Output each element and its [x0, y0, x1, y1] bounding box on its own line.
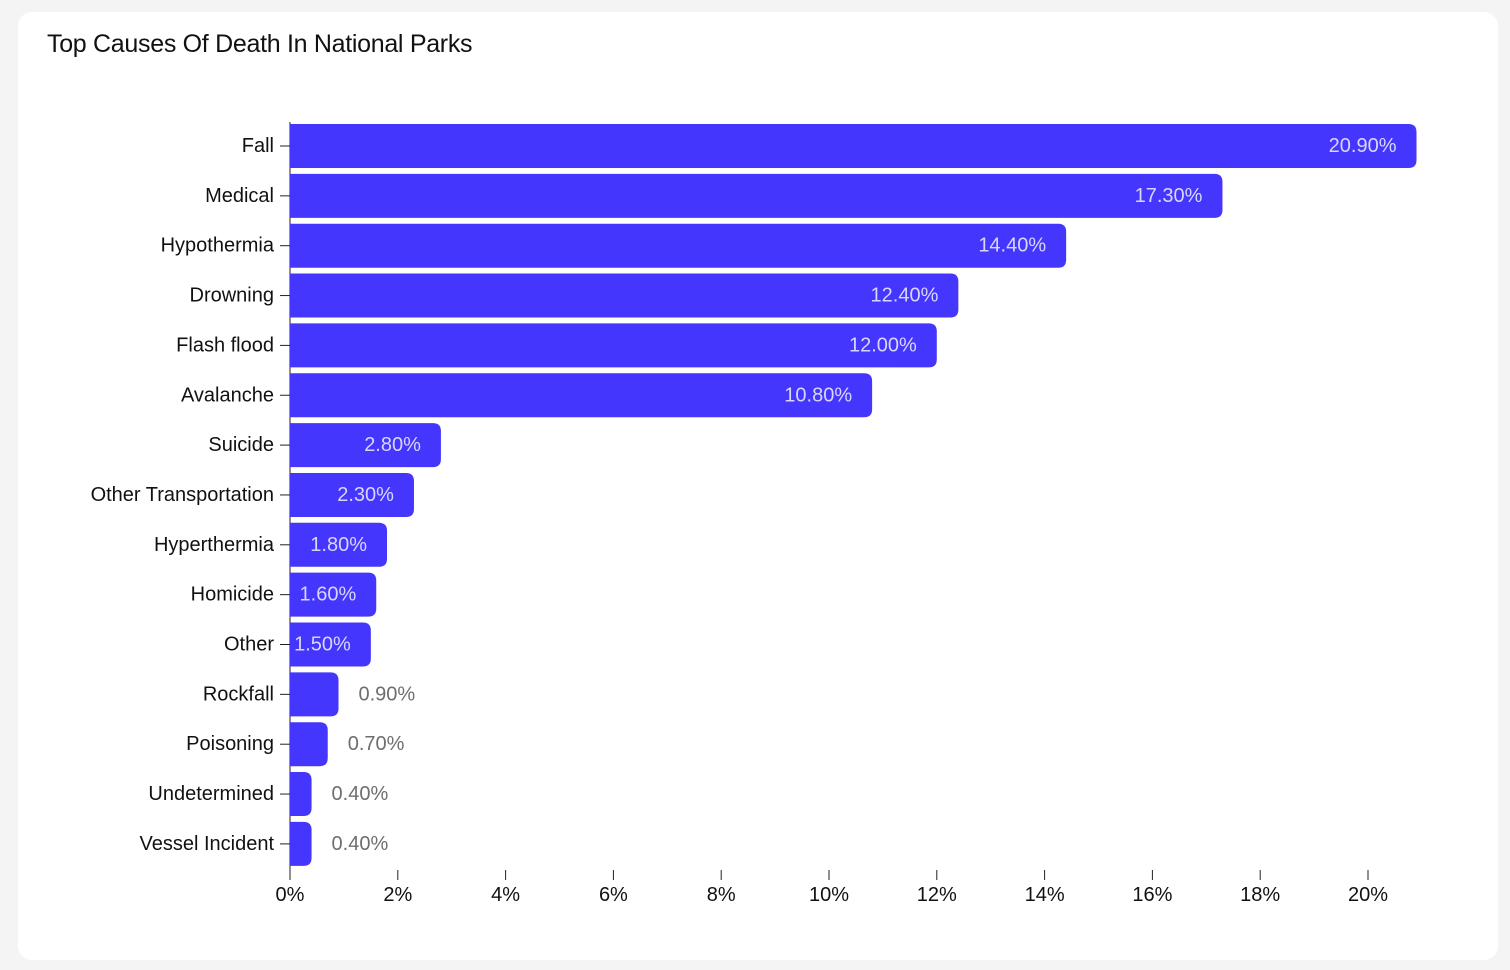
x-tick-label: 18%: [1240, 884, 1280, 906]
y-tick-label: Rockfall: [203, 683, 274, 705]
y-tick-label: Vessel Incident: [139, 833, 274, 855]
bar: [290, 124, 1417, 168]
data-label: 1.50%: [294, 634, 351, 656]
chart-title: Top Causes Of Death In National Parks: [47, 30, 473, 58]
x-tick-label: 4%: [491, 884, 520, 906]
bar: [290, 373, 873, 418]
y-tick-label: Hyperthermia: [154, 534, 275, 556]
x-tick-label: 16%: [1132, 884, 1172, 906]
data-label: 12.00%: [849, 334, 917, 356]
data-label: 2.80%: [364, 434, 421, 456]
bar: [290, 722, 328, 767]
x-tick-label: 0%: [276, 884, 305, 906]
bar-chart: Fall 20.90% Medical 17.30% Hypothermia 14.40%…: [91, 122, 1417, 906]
y-tick-label: Undetermined: [148, 783, 274, 805]
data-label: 0.70%: [348, 733, 405, 755]
data-label: 2.30%: [337, 484, 394, 506]
data-label: 0.40%: [332, 833, 389, 855]
bar: [290, 622, 371, 667]
y-tick-label: Other: [224, 634, 274, 656]
bar: [290, 223, 1067, 268]
bar: [290, 472, 414, 517]
bar: [290, 522, 388, 567]
y-tick-label: Other Transportation: [91, 484, 274, 506]
data-label: 0.40%: [332, 783, 389, 805]
bar: [290, 423, 441, 468]
bar: [290, 173, 1223, 218]
x-tick-label: 14%: [1025, 884, 1065, 906]
bar: [290, 273, 959, 318]
bar: [290, 772, 312, 817]
data-label: 1.60%: [300, 584, 357, 606]
x-tick-label: 20%: [1348, 884, 1388, 906]
x-tick-label: 12%: [917, 884, 957, 906]
y-tick-label: Homicide: [191, 584, 274, 606]
bar: [290, 672, 339, 717]
y-tick-label: Poisoning: [186, 733, 274, 755]
y-tick-label: Fall: [242, 135, 274, 157]
data-label: 10.80%: [784, 384, 852, 406]
data-label: 1.80%: [310, 534, 367, 556]
data-label: 0.90%: [359, 683, 416, 705]
chart-card: Top Causes Of Death In National Parks Fa…: [18, 12, 1498, 960]
y-tick-label: Medical: [205, 185, 274, 207]
x-tick-label: 8%: [707, 884, 736, 906]
bar: [290, 821, 312, 866]
y-tick-label: Suicide: [208, 434, 274, 456]
bar: [290, 572, 377, 617]
data-label: 20.90%: [1329, 135, 1397, 157]
data-label: 17.30%: [1135, 185, 1203, 207]
data-label: 14.40%: [978, 235, 1046, 257]
y-tick-label: Flash flood: [176, 334, 274, 356]
data-label: 12.40%: [871, 285, 939, 307]
x-tick-label: 2%: [383, 884, 412, 906]
y-tick-label: Drowning: [190, 285, 274, 307]
y-tick-label: Avalanche: [181, 384, 274, 406]
y-tick-label: Hypothermia: [161, 235, 275, 257]
bar: [290, 323, 937, 368]
x-tick-label: 6%: [599, 884, 628, 906]
x-tick-label: 10%: [809, 884, 849, 906]
